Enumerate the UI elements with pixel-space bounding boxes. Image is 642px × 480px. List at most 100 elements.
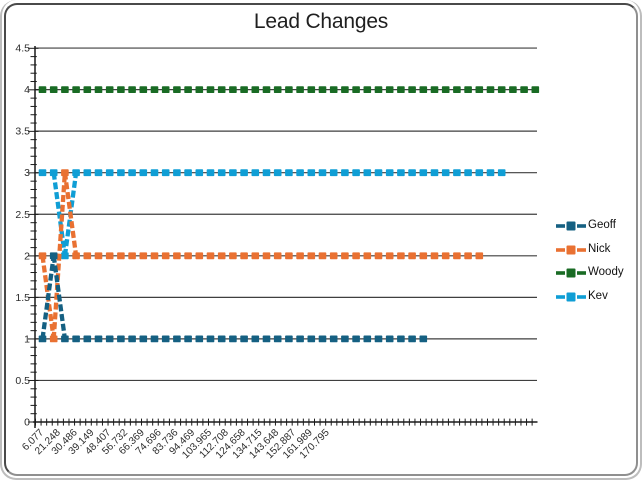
series-marker-nick [61,169,69,177]
series-marker-kev [307,169,316,177]
series-marker-geoff [195,335,204,343]
series-marker-kev [240,169,248,177]
series-marker-kev [419,169,428,177]
y-tick-label: 4.5 [15,43,30,55]
series-marker-nick [94,252,103,260]
series-marker-woody [341,86,349,93]
series-marker-kev [217,169,226,177]
series-marker-woody [38,86,47,93]
series-marker-kev [83,169,92,177]
legend-item-nick: Nick [556,238,640,262]
series-marker-geoff [363,335,372,343]
series-marker-kev [397,169,405,177]
series-marker-kev [150,169,159,177]
series-marker-kev [184,169,192,177]
series-marker-nick [161,252,170,260]
series-marker-woody [285,86,293,93]
legend-item-woody: Woody [556,261,640,285]
legend: Geoff Nick Woody Kev [556,214,640,309]
series-marker-woody [520,86,528,93]
series-marker-kev [128,169,136,177]
series-marker-nick [397,252,405,260]
series-marker-nick [363,252,372,260]
y-tick-label: 0 [24,417,30,429]
series-marker-kev [72,169,80,177]
series-marker-kev [441,169,450,177]
series-marker-nick [128,252,136,260]
series-marker-kev [408,169,416,177]
series-marker-woody [262,86,271,93]
series-marker-geoff [240,335,248,343]
series-marker-nick [83,252,92,260]
series-marker-woody [363,86,372,93]
series-marker-kev [497,169,506,177]
series-marker-nick [408,252,416,260]
series-marker-geoff [419,335,428,343]
series-marker-kev [374,169,383,177]
series-marker-woody [531,86,540,93]
series-segment-geoff [51,255,68,340]
series-marker-geoff [206,335,215,343]
series-marker-geoff [150,335,159,343]
series-marker-woody [509,86,517,93]
series-marker-kev [251,169,260,177]
series-marker-kev [49,169,58,177]
legend-label-geoff: Geoff [588,219,616,232]
series-marker-nick [285,252,293,260]
series-segment-kev [51,172,68,257]
series-marker-woody [128,86,136,93]
series-marker-geoff [352,335,360,343]
series-marker-kev [61,252,69,260]
series-marker-geoff [139,335,148,343]
series-marker-geoff [296,335,304,343]
series-marker-geoff [38,335,47,343]
series-marker-woody [105,86,114,93]
series-marker-woody [397,86,405,93]
series-marker-woody [117,86,125,93]
series-marker-woody [195,86,204,93]
series-marker-woody [329,86,338,93]
legend-item-geoff: Geoff [556,214,640,238]
series-marker-nick [296,252,304,260]
series-marker-nick [262,252,271,260]
series-marker-nick [150,252,159,260]
series-segment-nick [62,172,79,257]
series-marker-kev [486,169,495,177]
series-marker-kev [296,169,304,177]
series-marker-kev [341,169,349,177]
series-marker-kev [173,169,181,177]
series-marker-geoff [273,335,282,343]
chart-title: Lead Changes [253,10,389,33]
legend-item-kev: Kev [556,285,640,309]
series-marker-nick [217,252,226,260]
series-marker-geoff [83,335,92,343]
series-marker-geoff [61,335,69,343]
series-marker-nick [318,252,327,260]
series-marker-woody [251,86,260,93]
series-marker-woody [61,86,69,93]
series-marker-nick [49,335,58,343]
series-marker-geoff [173,335,181,343]
series-marker-geoff [229,335,237,343]
legend-swatch-nick [556,245,586,255]
series-marker-nick [117,252,125,260]
series-marker-geoff [251,335,260,343]
series-marker-geoff [49,252,58,260]
series-marker-kev [161,169,170,177]
series-marker-woody [352,86,360,93]
series-marker-woody [173,86,181,93]
series-marker-nick [173,252,181,260]
series-marker-woody [408,86,416,93]
y-tick-label: 0.5 [15,375,30,387]
series-segment-geoff [40,255,56,340]
series-marker-kev [475,169,484,177]
series-marker-kev [206,169,215,177]
series-marker-kev [273,169,282,177]
series-marker-woody [475,86,484,93]
series-marker-woody [229,86,237,93]
series-marker-kev [453,169,461,177]
legend-label-nick: Nick [588,242,611,255]
y-tick-label: 2 [24,250,30,262]
series-marker-woody [497,86,506,93]
